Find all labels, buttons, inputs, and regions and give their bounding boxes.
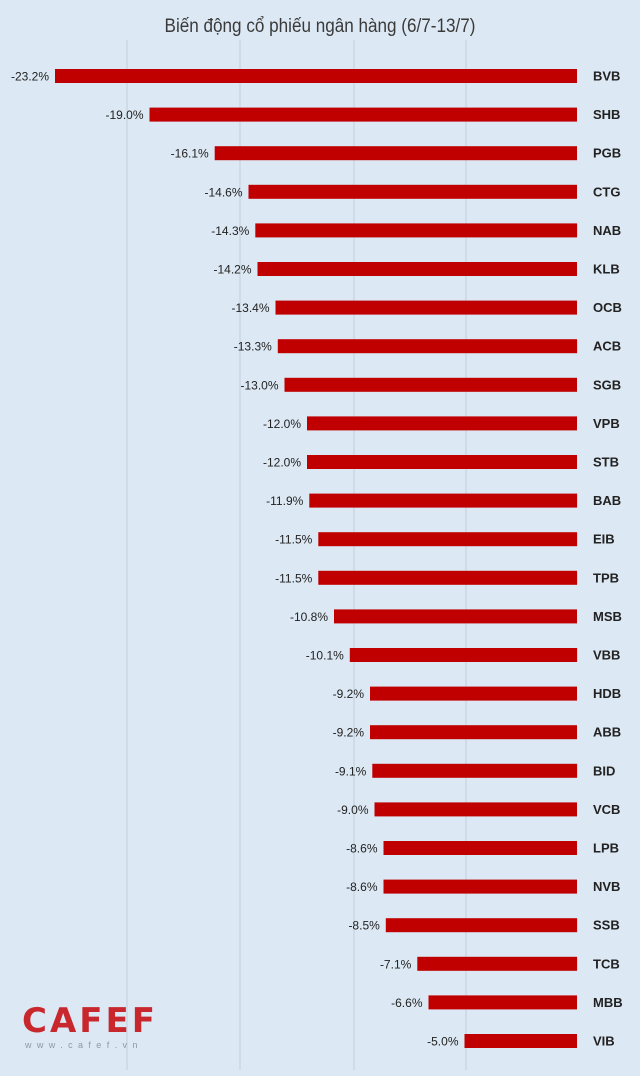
value-label-sgb: -13.0%: [240, 378, 278, 392]
value-label-mbb: -6.6%: [391, 996, 423, 1010]
bar-lpb: [383, 841, 577, 855]
bar-bid: [372, 763, 578, 778]
category-label-bvb: BVB: [593, 69, 620, 84]
logo-text: CAFEF: [22, 1001, 158, 1041]
bar-abb: [370, 725, 577, 740]
bar-bvb: [55, 69, 577, 83]
category-label-bid: BID: [593, 763, 615, 778]
category-label-ctg: CTG: [593, 184, 620, 199]
value-label-acb: -13.3%: [234, 340, 272, 354]
bar-nvb: [383, 879, 577, 894]
bar-vcb: [374, 802, 577, 817]
bar-vbb: [349, 648, 578, 662]
bar-acb: [277, 339, 578, 354]
value-label-eib: -11.5%: [275, 533, 312, 547]
bar-vib: [464, 1034, 577, 1048]
category-label-msb: MSB: [593, 609, 622, 624]
category-label-vcb: VCB: [593, 802, 620, 817]
category-label-tcb: TCB: [593, 956, 620, 971]
value-label-msb: -10.8%: [290, 610, 328, 624]
category-label-abb: ABB: [593, 725, 621, 740]
value-label-ssb: -8.5%: [348, 919, 380, 933]
value-label-nvb: -8.6%: [346, 880, 378, 894]
bar-mbb: [428, 995, 577, 1010]
bar-shb: [149, 107, 577, 122]
value-label-vpb: -12.0%: [263, 417, 301, 431]
category-label-bab: BAB: [593, 493, 621, 508]
value-label-klb: -14.2%: [213, 263, 251, 277]
category-label-hdb: HDB: [593, 686, 621, 701]
category-label-lpb: LPB: [593, 841, 619, 856]
value-label-lpb: -8.6%: [346, 842, 378, 856]
value-label-tcb: -7.1%: [380, 957, 412, 971]
bar-nab: [255, 223, 578, 238]
category-label-acb: ACB: [593, 339, 621, 354]
category-label-tpb: TPB: [593, 570, 619, 585]
value-label-bab: -11.9%: [266, 494, 303, 508]
bar-tcb: [417, 956, 578, 971]
value-label-vib: -5.0%: [427, 1035, 459, 1049]
bar-ctg: [248, 184, 577, 199]
value-label-vcb: -9.0%: [337, 803, 369, 817]
cafef-logo: CAFEF www.cafef.vn: [22, 1004, 222, 1052]
bar-bab: [309, 493, 578, 508]
bar-eib: [318, 532, 578, 547]
category-label-stb: STB: [593, 455, 619, 470]
value-label-bid: -9.1%: [335, 764, 367, 778]
category-label-pgb: PGB: [593, 146, 621, 161]
bar-ocb: [275, 300, 577, 315]
category-label-shb: SHB: [593, 107, 620, 122]
bar-tpb: [318, 570, 578, 585]
value-label-stb: -12.0%: [263, 456, 301, 470]
bar-vpb: [307, 416, 577, 431]
value-label-nab: -14.3%: [211, 224, 249, 238]
category-label-eib: EIB: [593, 532, 615, 547]
bar-msb: [334, 609, 577, 624]
value-label-bvb: -23.2%: [11, 70, 49, 84]
logo-subtext: www.cafef.vn: [25, 1040, 143, 1050]
bar-hdb: [370, 686, 577, 701]
bar-klb: [257, 262, 577, 276]
chart-title: Biến động cổ phiếu ngân hàng (6/7-13/7): [164, 16, 476, 37]
bar-sgb: [284, 377, 577, 392]
category-label-ssb: SSB: [593, 918, 620, 933]
category-label-mbb: MBB: [593, 995, 623, 1010]
category-label-klb: KLB: [593, 262, 620, 277]
category-label-nvb: NVB: [593, 879, 620, 894]
category-label-ocb: OCB: [593, 300, 622, 315]
bar-ssb: [385, 918, 578, 933]
value-label-ctg: -14.6%: [204, 185, 242, 199]
value-label-ocb: -13.4%: [231, 301, 269, 315]
category-label-nab: NAB: [593, 223, 621, 238]
bar-stb: [307, 455, 577, 469]
value-label-pgb: -16.1%: [171, 147, 209, 161]
value-label-hdb: -9.2%: [333, 687, 365, 701]
value-label-tpb: -11.5%: [275, 571, 312, 585]
category-label-sgb: SGB: [593, 377, 621, 392]
category-label-vpb: VPB: [593, 416, 620, 431]
value-label-vbb: -10.1%: [306, 649, 344, 663]
bar-pgb: [214, 146, 577, 161]
category-label-vbb: VBB: [593, 648, 620, 663]
category-label-vib: VIB: [593, 1034, 615, 1049]
value-label-shb: -19.0%: [105, 108, 143, 122]
value-label-abb: -9.2%: [333, 726, 365, 740]
